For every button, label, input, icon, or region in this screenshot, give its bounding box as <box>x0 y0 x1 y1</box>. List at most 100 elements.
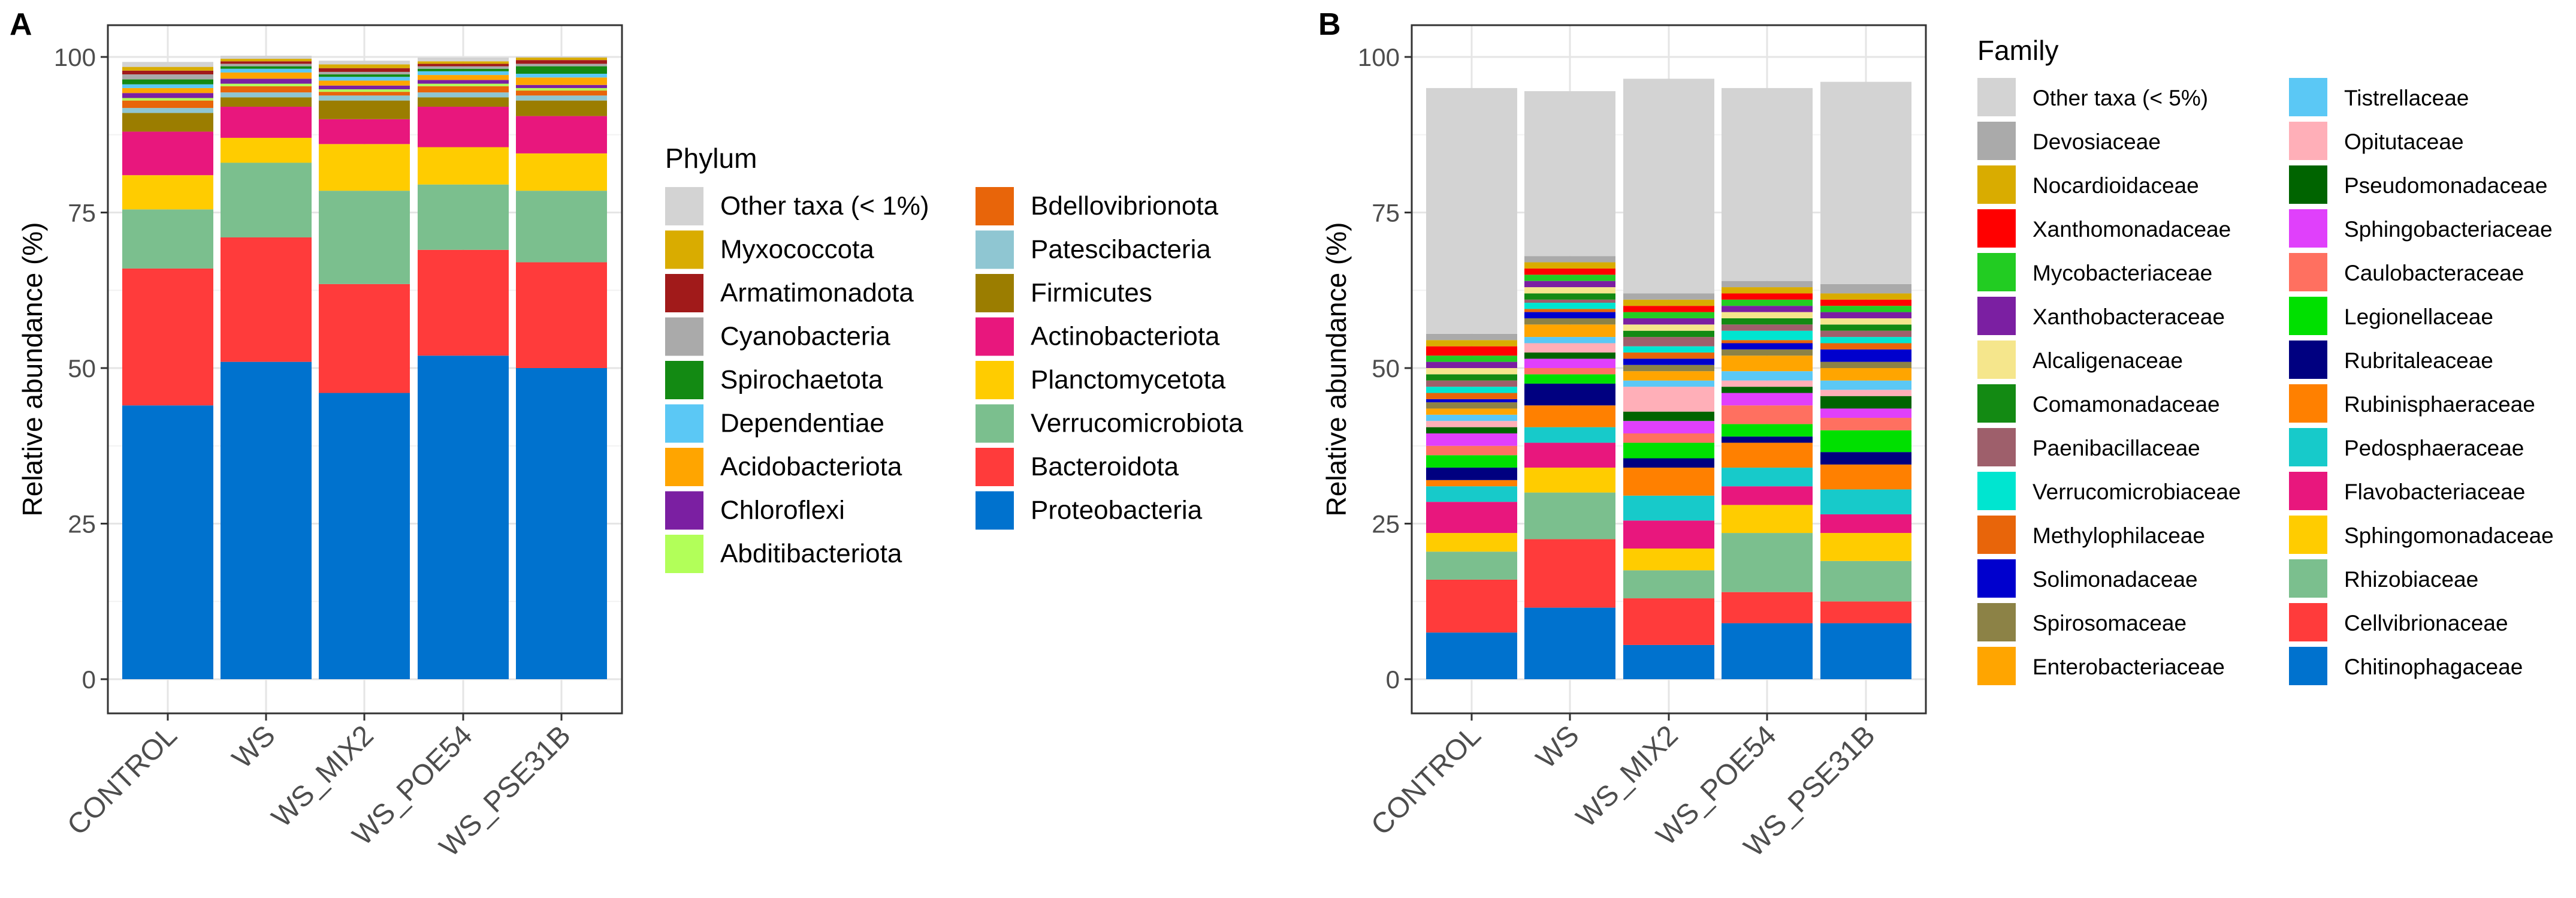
y-tick-label: 25 <box>68 510 96 538</box>
bar-segment-control-methylophilaceae <box>1426 393 1517 399</box>
bar-segment-ws-mix2-actinobacteriota <box>319 119 410 144</box>
bar-segment-ws-poe54-spirochaetota <box>418 68 509 71</box>
bar-segment-ws-mix2-spirosomaceae <box>1623 364 1714 372</box>
bar-segment-control-cyanobacteria <box>122 74 213 80</box>
bar-segment-ws-poe54-alcaligenaceae <box>1722 312 1813 318</box>
legend-label-bacteroidota: Bacteroidota <box>1031 452 1179 481</box>
bar-segment-ws-poe54-verrucomicrobiaceae <box>1722 330 1813 340</box>
bar-segment-ws-mix2-methylophilaceae <box>1623 352 1714 359</box>
bar-segment-ws-planctomycetota <box>221 137 312 163</box>
bar-segment-ws-mix2-xanthobacteraceae <box>1623 318 1714 325</box>
legend-swatch-planctomycetota <box>976 361 1014 399</box>
legend-label-verrucomicrobiota: Verrucomicrobiota <box>1031 409 1243 438</box>
legend-label-sphingomonadaceae: Sphingomonadaceae <box>2344 523 2554 548</box>
bar-segment-control-caulobacteraceae <box>1426 445 1517 456</box>
bar-segment-control-paenibacillaceae <box>1426 380 1517 387</box>
bar-segment-ws-xanthobacteraceae <box>1524 281 1615 288</box>
legend-label-verrucomicrobiaceae: Verrucomicrobiaceae <box>2033 480 2241 504</box>
legend-swatch-pseudomonadaceae <box>2289 165 2327 204</box>
bar-segment-ws-mix2-armatimonadota <box>319 68 410 72</box>
bar-segment-ws-mix2-tistrellaceae <box>1623 380 1714 387</box>
legend-title: Family <box>1977 35 2058 66</box>
bar-segment-ws-pse31b-bacteroidota <box>516 262 607 368</box>
legend-label-abditibacteriota: Abditibacteriota <box>720 539 902 568</box>
legend-swatch-spirochaetota <box>665 361 703 399</box>
bar-segment-ws-poe54-legionellaceae <box>1722 424 1813 437</box>
bar-segment-ws-poe54-other-taxa-5 <box>1722 88 1813 281</box>
legend-swatch-spirosomaceae <box>1977 603 2016 641</box>
bar-segment-ws-cyanobacteria <box>221 64 312 67</box>
legend-swatch-firmicutes <box>976 274 1014 312</box>
bar-segment-ws-mix2-other-taxa-1 <box>319 61 410 65</box>
bar-segment-ws-mix2-nocardioidaceae <box>1623 299 1714 306</box>
bar-segment-ws-poe54-xanthomonadaceae <box>1722 293 1813 300</box>
bar-segment-ws-poe54-opitutaceae <box>1722 380 1813 387</box>
bar-segment-ws-spirosomaceae <box>1524 318 1615 325</box>
bar-segment-ws-pse31b-mycobacteriaceae <box>1820 306 1911 312</box>
bar-segment-control-devosiaceae <box>1426 333 1517 340</box>
bar-segment-control-opitutaceae <box>1426 421 1517 427</box>
bar-segment-control-alcaligenaceae <box>1426 368 1517 375</box>
bar-segment-ws-caulobacteraceae <box>1524 368 1615 375</box>
bar-segment-ws-poe54-chloroflexi <box>418 80 509 84</box>
bar-segment-ws-spirochaetota <box>221 66 312 69</box>
legend-swatch-legionellaceae <box>2289 297 2327 335</box>
legend-label-armatimonadota: Armatimonadota <box>720 278 914 308</box>
bar-segment-ws-mix2-chitinophagaceae <box>1623 644 1714 679</box>
legend-label-methylophilaceae: Methylophilaceae <box>2033 523 2205 548</box>
bar-segment-ws-pse31b-cyanobacteria <box>516 64 607 67</box>
bar-segment-ws-solimonadaceae <box>1524 312 1615 318</box>
bar-segment-ws-pse31b-legionellaceae <box>1820 430 1911 453</box>
bar-segment-control-armatimonadota <box>122 70 213 75</box>
bar-segment-ws-poe54-enterobacteriaceae <box>1722 355 1813 372</box>
legend-swatch-chitinophagaceae <box>2289 647 2327 685</box>
bar-segment-ws-armatimonadota <box>221 61 312 64</box>
bar-segment-ws-mix2-opitutaceae <box>1623 387 1714 412</box>
bar-segment-ws-abditibacteriota <box>221 83 312 86</box>
bar-segment-control-rubritaleaceae <box>1426 468 1517 480</box>
bar-segment-ws-pse31b-cellvibrionaceae <box>1820 601 1911 623</box>
bar-segment-ws-poe54-nocardioidaceae <box>1722 287 1813 294</box>
legend-swatch-chloroflexi <box>665 491 703 530</box>
bar-segment-control-cellvibrionaceae <box>1426 579 1517 633</box>
bar-segment-control-proteobacteria <box>122 405 213 679</box>
bar-segment-ws-pedosphaeraceae <box>1524 427 1615 443</box>
bar-segment-control-acidobacteriota <box>122 88 213 94</box>
bar-segment-ws-sphingomonadaceae <box>1524 468 1615 493</box>
bar-segment-ws-poe54-rubritaleaceae <box>1722 436 1813 443</box>
panel-label-b: B <box>1318 7 1341 42</box>
bar-segment-control-comamonadaceae <box>1426 374 1517 381</box>
bar-segment-ws-poe54-spirosomaceae <box>1722 349 1813 356</box>
bar-segment-ws-mix2-bacteroidota <box>319 284 410 393</box>
bar-segment-ws-poe54-methylophilaceae <box>1722 340 1813 343</box>
legend-label-dependentiae: Dependentiae <box>720 409 884 438</box>
bar-segment-ws-pse31b-caulobacteraceae <box>1820 418 1911 430</box>
legend-swatch-bdellovibrionota <box>976 187 1014 225</box>
bar-segment-ws-pse31b-patescibacteria <box>516 95 607 101</box>
bar-segment-ws-poe54-flavobacteriaceae <box>1722 486 1813 505</box>
legend-swatch-xanthomonadaceae <box>1977 209 2016 248</box>
legend-swatch-mycobacteriaceae <box>1977 253 2016 291</box>
bar-segment-ws-mix2-paenibacillaceae <box>1623 337 1714 346</box>
bar-segment-ws-pse31b-other-taxa-1 <box>516 56 607 58</box>
bar-segment-ws-poe54-comamonadaceae <box>1722 318 1813 325</box>
y-tick-label: 0 <box>82 665 96 694</box>
y-tick-label: 0 <box>1386 665 1400 694</box>
legend-label-rubritaleaceae: Rubritaleaceae <box>2344 348 2493 373</box>
legend-label-acidobacteriota: Acidobacteriota <box>720 452 902 481</box>
bar-segment-ws-firmicutes <box>221 97 312 107</box>
legend-label-sphingobacteriaceae: Sphingobacteriaceae <box>2344 217 2553 242</box>
bar-segment-ws-pse31b-other-taxa-5 <box>1820 82 1911 284</box>
legend-swatch-acidobacteriota <box>665 448 703 486</box>
legend-swatch-rhizobiaceae <box>2289 559 2327 598</box>
bar-segment-ws-poe54-armatimonadota <box>418 64 509 67</box>
bar-segment-ws-poe54-patescibacteria <box>418 92 509 98</box>
bar-segment-ws-nocardioidaceae <box>1524 262 1615 269</box>
legend-label-spirochaetota: Spirochaetota <box>720 365 883 394</box>
legend-swatch-myxococcota <box>665 230 703 269</box>
y-tick-label: 50 <box>1372 354 1400 382</box>
bar-segment-ws-mix2-cyanobacteria <box>319 71 410 75</box>
bar-segment-ws-pse31b-spirochaetota <box>516 66 607 74</box>
legend-label-tistrellaceae: Tistrellaceae <box>2344 86 2469 110</box>
legend-swatch-other-taxa-5 <box>1977 78 2016 116</box>
